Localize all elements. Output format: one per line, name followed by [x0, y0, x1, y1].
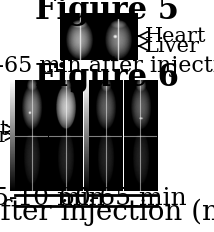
Text: 5-10 min: 5-10 min	[0, 186, 104, 209]
Text: Heart: Heart	[138, 27, 206, 46]
Text: 60-65 min: 60-65 min	[59, 186, 186, 209]
Text: 60-65 min after injection: 60-65 min after injection	[0, 55, 214, 77]
Text: Time after injection (min): Time after injection (min)	[0, 199, 214, 226]
Text: Liver: Liver	[0, 127, 15, 146]
Text: Liver: Liver	[138, 37, 199, 56]
Text: Figure 6: Figure 6	[35, 62, 179, 93]
Text: Heart: Heart	[0, 120, 15, 139]
Text: Figure 5: Figure 5	[35, 0, 179, 26]
